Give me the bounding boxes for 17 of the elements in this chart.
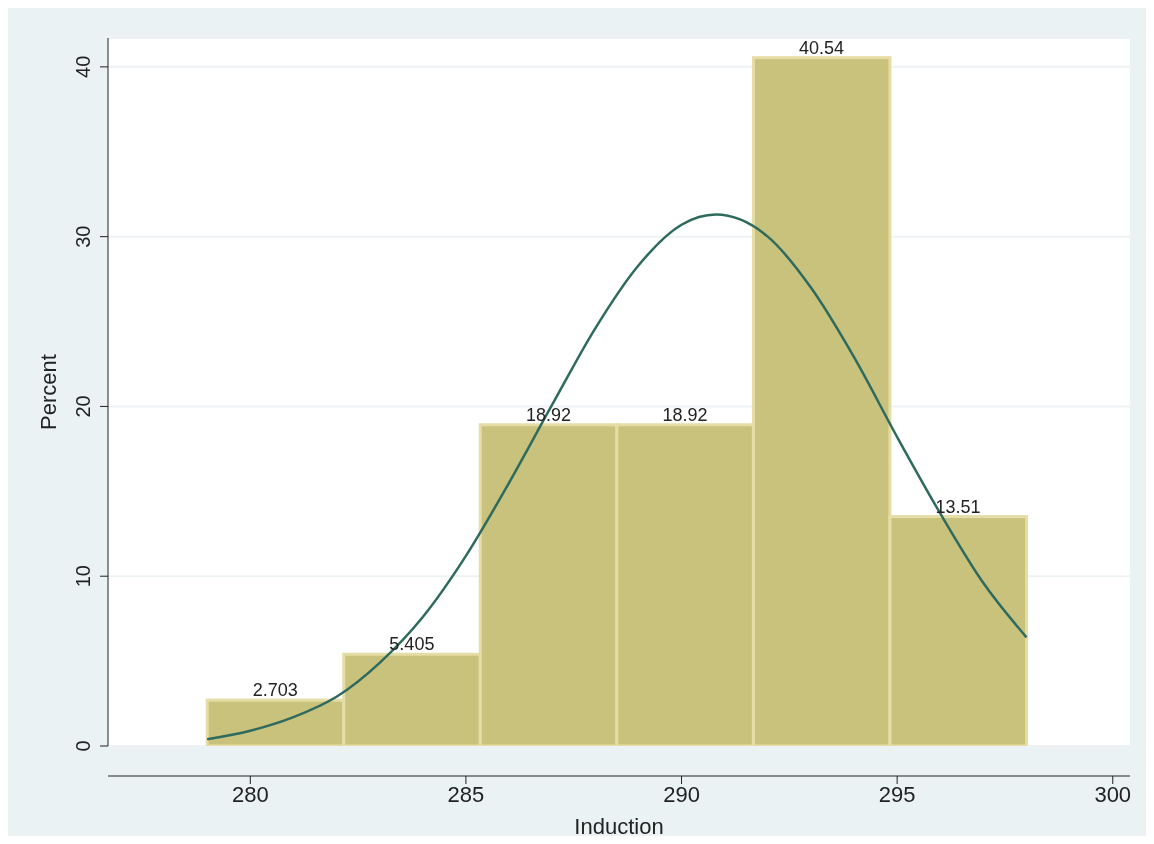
y-axis-title: Percent: [35, 354, 61, 430]
y-tick-label: 10: [72, 565, 94, 588]
y-tick-label: 40: [72, 55, 94, 78]
x-tick-label: 285: [447, 781, 485, 807]
data-label: 13.51: [935, 496, 981, 517]
y-tick-label: 20: [72, 395, 94, 418]
data-label: 18.92: [662, 404, 708, 425]
x-tick-label: 290: [663, 781, 700, 807]
x-axis-title: Induction: [574, 814, 664, 839]
data-label: 2.703: [252, 680, 298, 701]
y-tick-label: 0: [72, 740, 94, 752]
x-tick-label: 295: [878, 781, 916, 807]
line-series: [205, 213, 1028, 741]
x-tick-label: 300: [1094, 781, 1132, 807]
y-tick-label: 30: [72, 225, 94, 248]
data-label: 40.54: [799, 37, 845, 58]
x-tick-label: 280: [231, 781, 269, 807]
